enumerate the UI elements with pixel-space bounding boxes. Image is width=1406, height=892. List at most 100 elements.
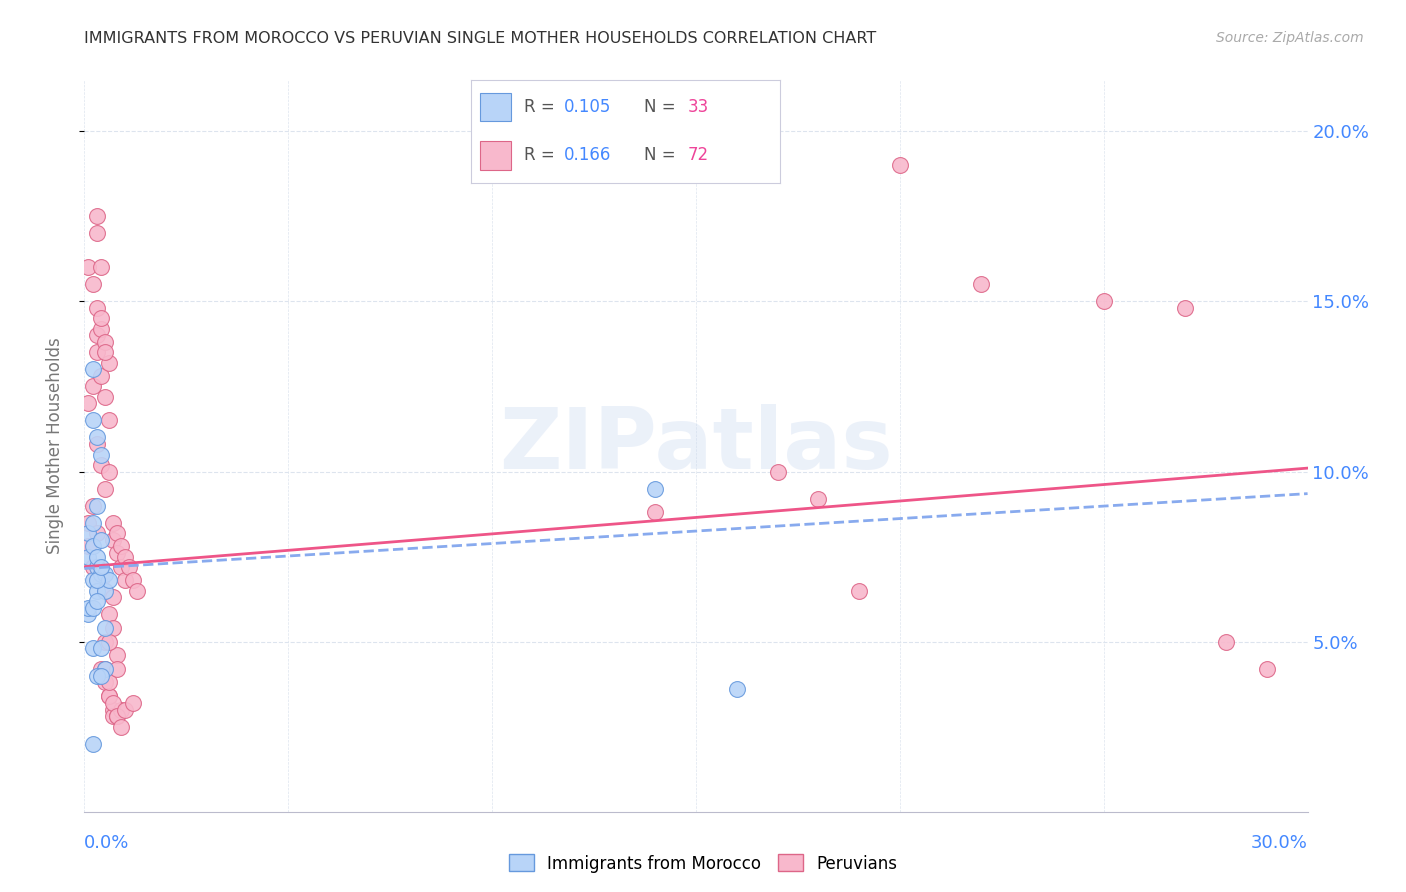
Point — [93, 482, 117, 496]
Point — [86, 430, 108, 444]
Point — [110, 720, 132, 734]
Point — [86, 583, 108, 598]
Point — [82, 540, 104, 554]
Text: 0.0%: 0.0% — [84, 834, 129, 852]
Point — [97, 356, 120, 370]
Point — [97, 634, 120, 648]
Point — [82, 600, 104, 615]
Point — [105, 648, 128, 663]
Point — [86, 668, 108, 682]
Point — [90, 458, 112, 472]
Text: 33: 33 — [688, 98, 709, 116]
Point — [90, 559, 112, 574]
Point — [86, 594, 108, 608]
Point — [77, 396, 100, 410]
Point — [90, 566, 112, 581]
Point — [101, 703, 124, 717]
Point — [97, 689, 120, 703]
Point — [82, 641, 104, 656]
Text: 0.166: 0.166 — [564, 146, 612, 164]
Point — [90, 260, 112, 275]
Point — [127, 583, 149, 598]
Point — [90, 321, 112, 335]
Point — [97, 574, 120, 588]
Point — [93, 662, 117, 676]
Point — [93, 335, 117, 350]
Point — [101, 516, 124, 530]
Point — [114, 574, 136, 588]
Point — [93, 583, 117, 598]
Bar — [481, 93, 512, 121]
Text: Source: ZipAtlas.com: Source: ZipAtlas.com — [1216, 31, 1364, 45]
Point — [90, 311, 112, 326]
Point — [86, 210, 108, 224]
Point — [93, 634, 117, 648]
Point — [82, 737, 104, 751]
Point — [77, 540, 100, 554]
Text: R =: R = — [523, 146, 560, 164]
Point — [970, 277, 993, 292]
Point — [114, 549, 136, 564]
Point — [90, 641, 112, 656]
Point — [93, 662, 117, 676]
Point — [807, 491, 830, 506]
Point — [101, 533, 124, 547]
Point — [110, 559, 132, 574]
Point — [848, 583, 870, 598]
Point — [766, 465, 789, 479]
Point — [82, 379, 104, 393]
Point — [82, 574, 104, 588]
Point — [93, 390, 117, 404]
Legend: Immigrants from Morocco, Peruvians: Immigrants from Morocco, Peruvians — [502, 847, 904, 880]
Point — [101, 621, 124, 635]
Text: N =: N = — [644, 146, 681, 164]
Point — [101, 591, 124, 605]
Text: R =: R = — [523, 98, 560, 116]
Point — [90, 668, 112, 682]
Point — [105, 662, 128, 676]
Text: 0.105: 0.105 — [564, 98, 612, 116]
Point — [86, 559, 108, 574]
Point — [105, 709, 128, 723]
Y-axis label: Single Mother Households: Single Mother Households — [45, 338, 63, 554]
Point — [86, 345, 108, 359]
Point — [118, 559, 141, 574]
Point — [97, 689, 120, 703]
Point — [93, 583, 117, 598]
Point — [101, 696, 124, 710]
Point — [97, 465, 120, 479]
Point — [90, 662, 112, 676]
Text: IMMIGRANTS FROM MOROCCO VS PERUVIAN SINGLE MOTHER HOUSEHOLDS CORRELATION CHART: IMMIGRANTS FROM MOROCCO VS PERUVIAN SING… — [84, 31, 876, 46]
Point — [101, 709, 124, 723]
Point — [86, 437, 108, 451]
Point — [77, 607, 100, 622]
Point — [86, 328, 108, 343]
Point — [77, 549, 100, 564]
Point — [82, 277, 104, 292]
Point — [93, 566, 117, 581]
Point — [1092, 294, 1115, 309]
Point — [122, 574, 145, 588]
Point — [77, 516, 100, 530]
Point — [1215, 634, 1237, 648]
Point — [90, 448, 112, 462]
Point — [93, 621, 117, 635]
Point — [82, 516, 104, 530]
Point — [86, 525, 108, 540]
Point — [644, 505, 666, 519]
Point — [1256, 662, 1278, 676]
Point — [90, 574, 112, 588]
Text: 30.0%: 30.0% — [1251, 834, 1308, 852]
Point — [82, 559, 104, 574]
Point — [122, 696, 145, 710]
Point — [114, 703, 136, 717]
Point — [725, 682, 748, 697]
Point — [93, 345, 117, 359]
Point — [97, 607, 120, 622]
Point — [93, 675, 117, 690]
Point — [90, 533, 112, 547]
Point — [889, 158, 911, 172]
Text: 72: 72 — [688, 146, 709, 164]
Point — [105, 709, 128, 723]
Point — [77, 260, 100, 275]
